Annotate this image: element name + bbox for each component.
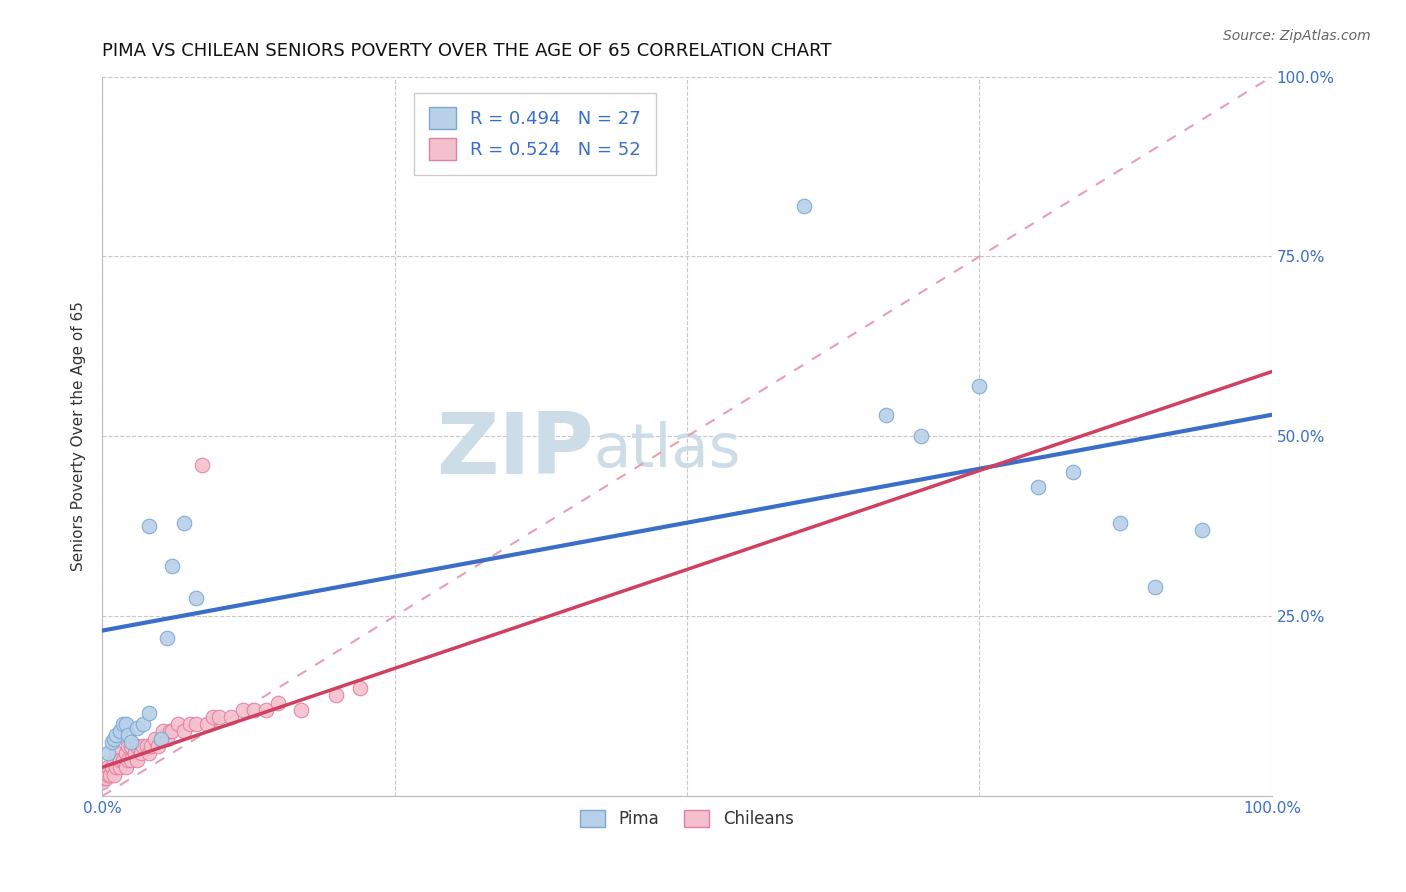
Point xyxy=(117,728,139,742)
Point xyxy=(132,739,155,753)
Point xyxy=(114,717,136,731)
Point xyxy=(266,696,288,710)
Point xyxy=(108,724,131,739)
Point xyxy=(1191,523,1213,537)
Point xyxy=(97,767,120,781)
Point xyxy=(120,739,142,753)
Point xyxy=(97,746,120,760)
Point xyxy=(155,731,177,746)
Point xyxy=(138,706,160,721)
Point xyxy=(202,710,225,724)
Point xyxy=(184,717,207,731)
Point xyxy=(969,379,991,393)
Point xyxy=(875,408,897,422)
Point xyxy=(91,767,114,781)
Point xyxy=(325,689,347,703)
Point xyxy=(159,724,181,739)
Point xyxy=(1108,516,1130,530)
Point xyxy=(108,760,131,774)
Point xyxy=(138,746,160,760)
Point xyxy=(190,458,212,472)
Text: Source: ZipAtlas.com: Source: ZipAtlas.com xyxy=(1223,29,1371,43)
Point xyxy=(100,735,122,749)
Point xyxy=(167,717,190,731)
Point xyxy=(112,717,135,731)
Point xyxy=(135,739,157,753)
Point xyxy=(232,703,254,717)
Point xyxy=(105,760,128,774)
Point xyxy=(173,516,195,530)
Point xyxy=(1026,480,1049,494)
Point xyxy=(219,710,242,724)
Point xyxy=(143,731,166,746)
Text: PIMA VS CHILEAN SENIORS POVERTY OVER THE AGE OF 65 CORRELATION CHART: PIMA VS CHILEAN SENIORS POVERTY OVER THE… xyxy=(103,42,832,60)
Point xyxy=(127,739,149,753)
Point xyxy=(149,731,172,746)
Point xyxy=(120,735,142,749)
Point xyxy=(208,710,231,724)
Point xyxy=(179,717,201,731)
Y-axis label: Seniors Poverty Over the Age of 65: Seniors Poverty Over the Age of 65 xyxy=(72,301,86,571)
Point xyxy=(105,746,128,760)
Point xyxy=(127,753,149,767)
Point xyxy=(124,746,146,760)
Point xyxy=(91,771,114,785)
Point xyxy=(117,739,139,753)
Point xyxy=(91,774,114,789)
Point xyxy=(100,760,122,774)
Point xyxy=(141,739,163,753)
Point xyxy=(103,753,125,767)
Point xyxy=(349,681,371,695)
Point xyxy=(100,767,122,781)
Point xyxy=(129,746,152,760)
Point xyxy=(97,760,120,774)
Point xyxy=(114,746,136,760)
Legend: Pima, Chileans: Pima, Chileans xyxy=(574,803,800,835)
Point xyxy=(127,721,149,735)
Point xyxy=(138,519,160,533)
Point xyxy=(132,717,155,731)
Point xyxy=(152,724,174,739)
Point xyxy=(112,753,135,767)
Point xyxy=(793,199,815,213)
Point xyxy=(290,703,312,717)
Point xyxy=(910,429,932,443)
Point xyxy=(254,703,277,717)
Point xyxy=(94,771,117,785)
Point xyxy=(120,753,142,767)
Point xyxy=(173,724,195,739)
Point xyxy=(149,731,172,746)
Point xyxy=(155,631,177,645)
Point xyxy=(103,767,125,781)
Text: atlas: atlas xyxy=(593,421,741,480)
Point xyxy=(1062,466,1084,480)
Point xyxy=(114,760,136,774)
Point xyxy=(162,724,184,739)
Point xyxy=(148,739,170,753)
Point xyxy=(197,717,219,731)
Point xyxy=(117,753,139,767)
Point xyxy=(162,558,184,573)
Text: ZIP: ZIP xyxy=(436,409,593,492)
Point xyxy=(243,703,266,717)
Point xyxy=(105,728,128,742)
Point xyxy=(108,753,131,767)
Point xyxy=(1143,581,1166,595)
Point xyxy=(103,731,125,746)
Point xyxy=(184,591,207,606)
